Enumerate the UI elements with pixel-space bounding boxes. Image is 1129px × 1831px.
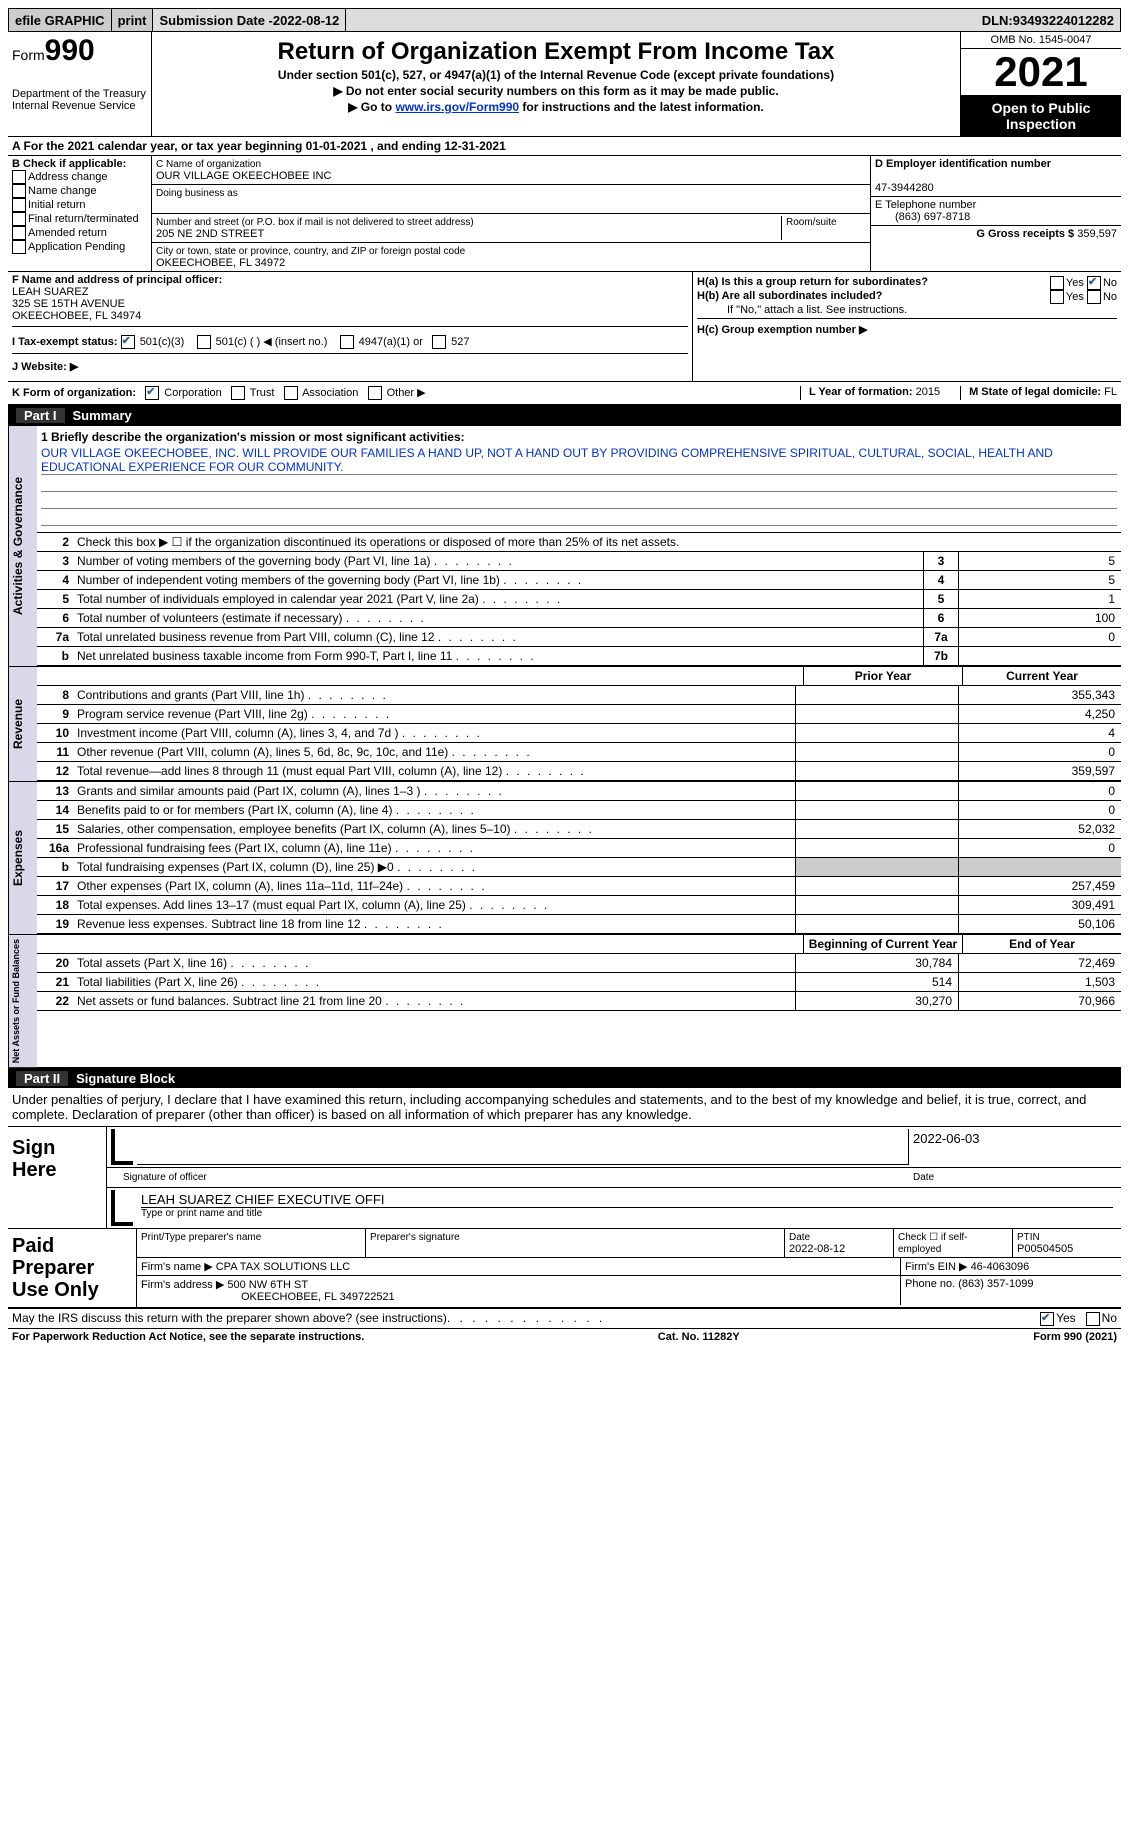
part1-header: Part I Summary: [8, 406, 1121, 425]
summary-line: 17Other expenses (Part IX, column (A), l…: [37, 877, 1121, 896]
summary-line: 11Other revenue (Part VIII, column (A), …: [37, 743, 1121, 762]
form-title: Return of Organization Exempt From Incom…: [156, 38, 956, 66]
summary-line: bNet unrelated business taxable income f…: [37, 647, 1121, 666]
paid-preparer-label: Paid Preparer Use Only: [8, 1229, 137, 1307]
summary-line: 9Program service revenue (Part VIII, lin…: [37, 705, 1121, 724]
sign-here-label: Sign Here: [8, 1127, 107, 1228]
summary-line: 12Total revenue—add lines 8 through 11 (…: [37, 762, 1121, 781]
summary-line: 14Benefits paid to or for members (Part …: [37, 801, 1121, 820]
summary-line: 16aProfessional fundraising fees (Part I…: [37, 839, 1121, 858]
col-b-checkboxes: B Check if applicable: Address change Na…: [8, 156, 152, 271]
summary-line: 8Contributions and grants (Part VIII, li…: [37, 686, 1121, 705]
print-button[interactable]: print: [112, 9, 154, 31]
tax-year: 2021: [961, 48, 1121, 96]
summary-line: 22Net assets or fund balances. Subtract …: [37, 992, 1121, 1011]
org-name: OUR VILLAGE OKEECHOBEE INC: [156, 170, 331, 182]
summary-line: 10Investment income (Part VIII, column (…: [37, 724, 1121, 743]
footer-notice: For Paperwork Reduction Act Notice, see …: [12, 1331, 364, 1343]
efile-label: efile GRAPHIC: [9, 9, 112, 31]
expenses-label: Expenses: [8, 782, 37, 934]
footer-form: Form 990 (2021): [1033, 1331, 1117, 1343]
summary-line: 13Grants and similar amounts paid (Part …: [37, 782, 1121, 801]
summary-line: 15Salaries, other compensation, employee…: [37, 820, 1121, 839]
form-header: Form990 Department of the Treasury Inter…: [8, 32, 1121, 137]
summary-line: 20Total assets (Part X, line 16) 30,7847…: [37, 954, 1121, 973]
summary-line: 21Total liabilities (Part X, line 26) 51…: [37, 973, 1121, 992]
top-toolbar: efile GRAPHIC print Submission Date - 20…: [8, 8, 1121, 32]
net-assets-label: Net Assets or Fund Balances: [8, 935, 37, 1067]
summary-line: 3Number of voting members of the governi…: [37, 552, 1121, 571]
summary-line: 19Revenue less expenses. Subtract line 1…: [37, 915, 1121, 934]
dln-label: DLN: 93493224012282: [976, 9, 1120, 31]
summary-line: 5Total number of individuals employed in…: [37, 590, 1121, 609]
summary-line: 4Number of independent voting members of…: [37, 571, 1121, 590]
part2-header: Part II Signature Block: [8, 1069, 1121, 1088]
footer-catno: Cat. No. 11282Y: [658, 1331, 740, 1343]
summary-line: 18Total expenses. Add lines 13–17 (must …: [37, 896, 1121, 915]
summary-line: 2Check this box ▶ ☐ if the organization …: [37, 533, 1121, 552]
submission-date: Submission Date - 2022-08-12: [153, 9, 346, 31]
revenue-label: Revenue: [8, 667, 37, 781]
form990-link[interactable]: www.irs.gov/Form990: [395, 100, 519, 114]
ein-value: 47-3944280: [875, 182, 934, 194]
summary-line: 6Total number of volunteers (estimate if…: [37, 609, 1121, 628]
activities-label: Activities & Governance: [8, 426, 37, 666]
signature-declaration: Under penalties of perjury, I declare th…: [8, 1088, 1121, 1127]
row-a-tax-year: A For the 2021 calendar year, or tax yea…: [8, 137, 1121, 156]
summary-line: bTotal fundraising expenses (Part IX, co…: [37, 858, 1121, 877]
summary-line: 7aTotal unrelated business revenue from …: [37, 628, 1121, 647]
